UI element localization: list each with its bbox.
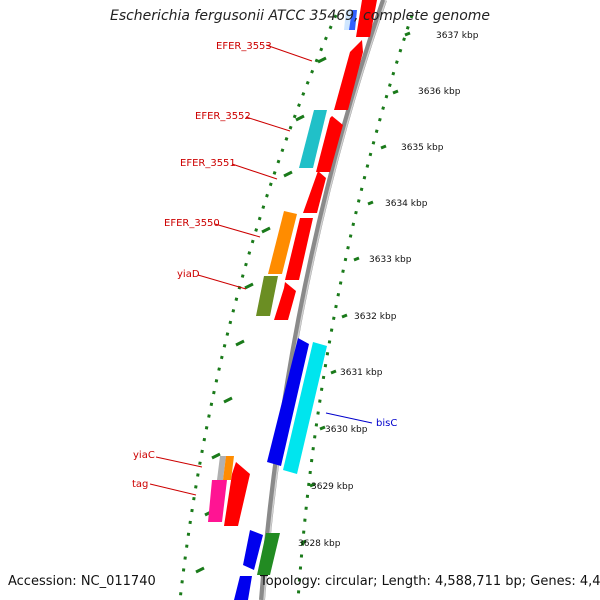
label-EFER_3550: EFER_3550 — [164, 218, 220, 229]
gene-features — [208, 0, 377, 600]
gene-labels: EFER_3553 EFER_3552 EFER_3551 EFER_3550 … — [132, 41, 397, 496]
label-EFER_3551: EFER_3551 — [180, 158, 236, 169]
tick-label: 3629 kbp — [311, 482, 354, 492]
label-EFER_3552: EFER_3552 — [195, 111, 251, 122]
gene-feature — [234, 576, 252, 600]
gene-feature — [208, 480, 227, 522]
genome-backbone — [259, 0, 387, 600]
inner-dotted-ring — [178, 14, 338, 600]
tick-label: 3634 kbp — [385, 199, 428, 209]
label-tag: tag — [132, 479, 148, 490]
gene-feature — [299, 110, 327, 168]
gene-feature — [283, 342, 327, 474]
outer-dotted-ring — [296, 14, 414, 600]
label-EFER_3553: EFER_3553 — [216, 41, 272, 52]
tick-label: 3635 kbp — [401, 143, 444, 153]
gene-feature — [243, 530, 263, 570]
gene-feature — [256, 276, 278, 316]
accession-text: Accession: NC_011740 — [8, 574, 156, 589]
gene-feature — [267, 338, 309, 466]
tick-label: 3636 kbp — [418, 87, 461, 97]
tick-label: 3631 kbp — [340, 368, 383, 378]
gene-feature — [303, 171, 326, 213]
tick-label: 3632 kbp — [354, 312, 397, 322]
tick-label: 3630 kbp — [325, 425, 368, 435]
tick-label: 3628 kbp — [298, 539, 341, 549]
gene-feature — [285, 218, 313, 280]
genome-title: Escherichia fergusonii ATCC 35469, compl… — [109, 8, 491, 24]
label-bisC: bisC — [376, 418, 397, 429]
gene-feature — [224, 462, 250, 526]
gene-feature — [349, 10, 357, 30]
inner-ticks — [195, 56, 327, 574]
gene-feature — [316, 116, 343, 172]
scale-ticks — [300, 31, 411, 545]
tick-label: 3637 kbp — [436, 31, 479, 41]
label-yiaD: yiaD — [177, 269, 200, 280]
gene-feature — [274, 282, 296, 320]
gene-feature — [356, 0, 377, 37]
gene-feature — [257, 533, 280, 575]
gene-feature — [223, 456, 234, 480]
genome-summary-text: Topology: circular; Length: 4,588,711 bp… — [260, 574, 600, 589]
gene-feature — [334, 40, 363, 110]
genome-backbone-highlight — [263, 0, 387, 600]
gene-feature — [268, 211, 297, 274]
label-yiaC: yiaC — [133, 450, 155, 461]
tick-label: 3633 kbp — [369, 255, 412, 265]
